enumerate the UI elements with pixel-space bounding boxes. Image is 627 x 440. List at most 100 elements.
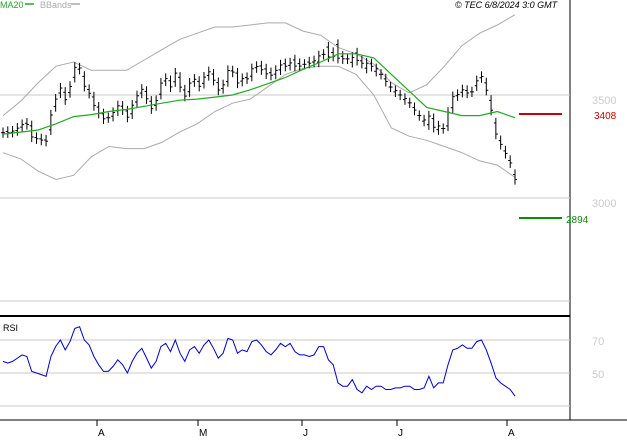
price-bar [292, 54, 297, 72]
price-bar [469, 86, 474, 98]
price-bar [249, 63, 254, 82]
x-axis [96, 420, 508, 426]
price-bar [417, 110, 422, 121]
rsi-line [2, 326, 516, 397]
rsi-tick-70: 70 [592, 336, 604, 348]
price-bar [278, 59, 283, 76]
price-bar [340, 51, 345, 64]
price-bar [125, 105, 130, 123]
price-bar [240, 73, 245, 87]
copyright-label: © TEC 6/8/2024 3:0 GMT [455, 0, 559, 10]
price-bar [225, 65, 230, 87]
price-bar [264, 63, 269, 80]
price-bar [20, 119, 25, 133]
price-bar [302, 59, 307, 70]
price-bar [53, 93, 58, 112]
price-bar [273, 65, 278, 80]
price-bar [398, 89, 403, 101]
x-tick-label: J [398, 428, 403, 439]
price-bar [297, 58, 302, 72]
y-tick-3500: 3500 [592, 95, 616, 107]
price-bar [134, 90, 139, 108]
price-bar [316, 50, 321, 68]
price-bar [268, 67, 273, 81]
price-bar [379, 69, 384, 80]
price-bar [187, 77, 192, 97]
price-bar [154, 95, 159, 111]
price-bar [513, 169, 517, 185]
price-bar [355, 47, 360, 66]
price-bar [168, 75, 173, 93]
price-bar [130, 100, 135, 119]
price-bar [455, 89, 460, 101]
price-bar [111, 107, 116, 122]
price-bar [383, 73, 388, 87]
price-bar [120, 101, 125, 116]
price-bar [139, 84, 144, 99]
price-bar [96, 101, 101, 119]
price-bar [158, 77, 163, 100]
price-bar [206, 66, 211, 81]
price-bar [72, 62, 77, 83]
price-bar [230, 65, 235, 78]
chart-frame [0, 0, 627, 421]
price-bar [474, 75, 479, 91]
price-bar [216, 77, 221, 96]
price-bar [460, 84, 465, 98]
price-bar [369, 58, 374, 72]
price-bar [335, 39, 340, 64]
price-bar [192, 74, 197, 87]
price-bar [503, 145, 508, 159]
price-bar [197, 76, 202, 92]
price-bar [422, 114, 427, 127]
bb-lower-line [2, 65, 516, 181]
x-tick-label: J [303, 428, 308, 439]
rsi-label: RSI [3, 323, 18, 333]
ma20-legend-label: MA20 [0, 0, 24, 10]
bb-upper-line [2, 14, 516, 116]
bbands-legend-label: BBands [40, 0, 72, 10]
price-bar [63, 87, 68, 105]
y-tick-3000: 3000 [592, 198, 616, 210]
price-bar [235, 67, 240, 89]
support-label: 2894 [566, 215, 589, 226]
price-bar [407, 97, 412, 109]
price-bar [82, 71, 87, 92]
resistance-label: 3408 [594, 111, 617, 122]
price-bar [1, 127, 5, 138]
price-bar [431, 113, 436, 133]
x-tick-label: M [199, 428, 207, 439]
gridlines [0, 94, 570, 407]
price-bar [163, 73, 168, 87]
price-bar [106, 112, 111, 123]
price-bar [87, 84, 92, 99]
price-bar [173, 67, 178, 87]
price-bar [331, 47, 336, 62]
x-tick-label: A [508, 428, 515, 439]
price-bar [67, 81, 72, 98]
price-bar [484, 77, 489, 96]
price-bar [288, 57, 293, 71]
price-bar [479, 71, 484, 83]
price-bar [58, 82, 63, 99]
price-bar [402, 93, 407, 105]
price-bar [182, 84, 187, 102]
price-bar [15, 123, 20, 136]
price-bar [359, 55, 364, 69]
price-bar [321, 49, 326, 60]
price-bar [91, 91, 96, 111]
price-bar [10, 125, 15, 138]
price-bar [498, 135, 503, 150]
price-bar [412, 102, 417, 116]
price-bar [39, 133, 44, 146]
price-bar [259, 60, 264, 75]
price-bar [221, 79, 226, 94]
price-bar [48, 109, 53, 135]
price-bar [201, 71, 206, 89]
price-bar [374, 63, 379, 77]
price-bar [115, 100, 120, 116]
price-bar [393, 85, 398, 98]
price-bar [211, 68, 216, 86]
ma20-line [2, 53, 516, 135]
